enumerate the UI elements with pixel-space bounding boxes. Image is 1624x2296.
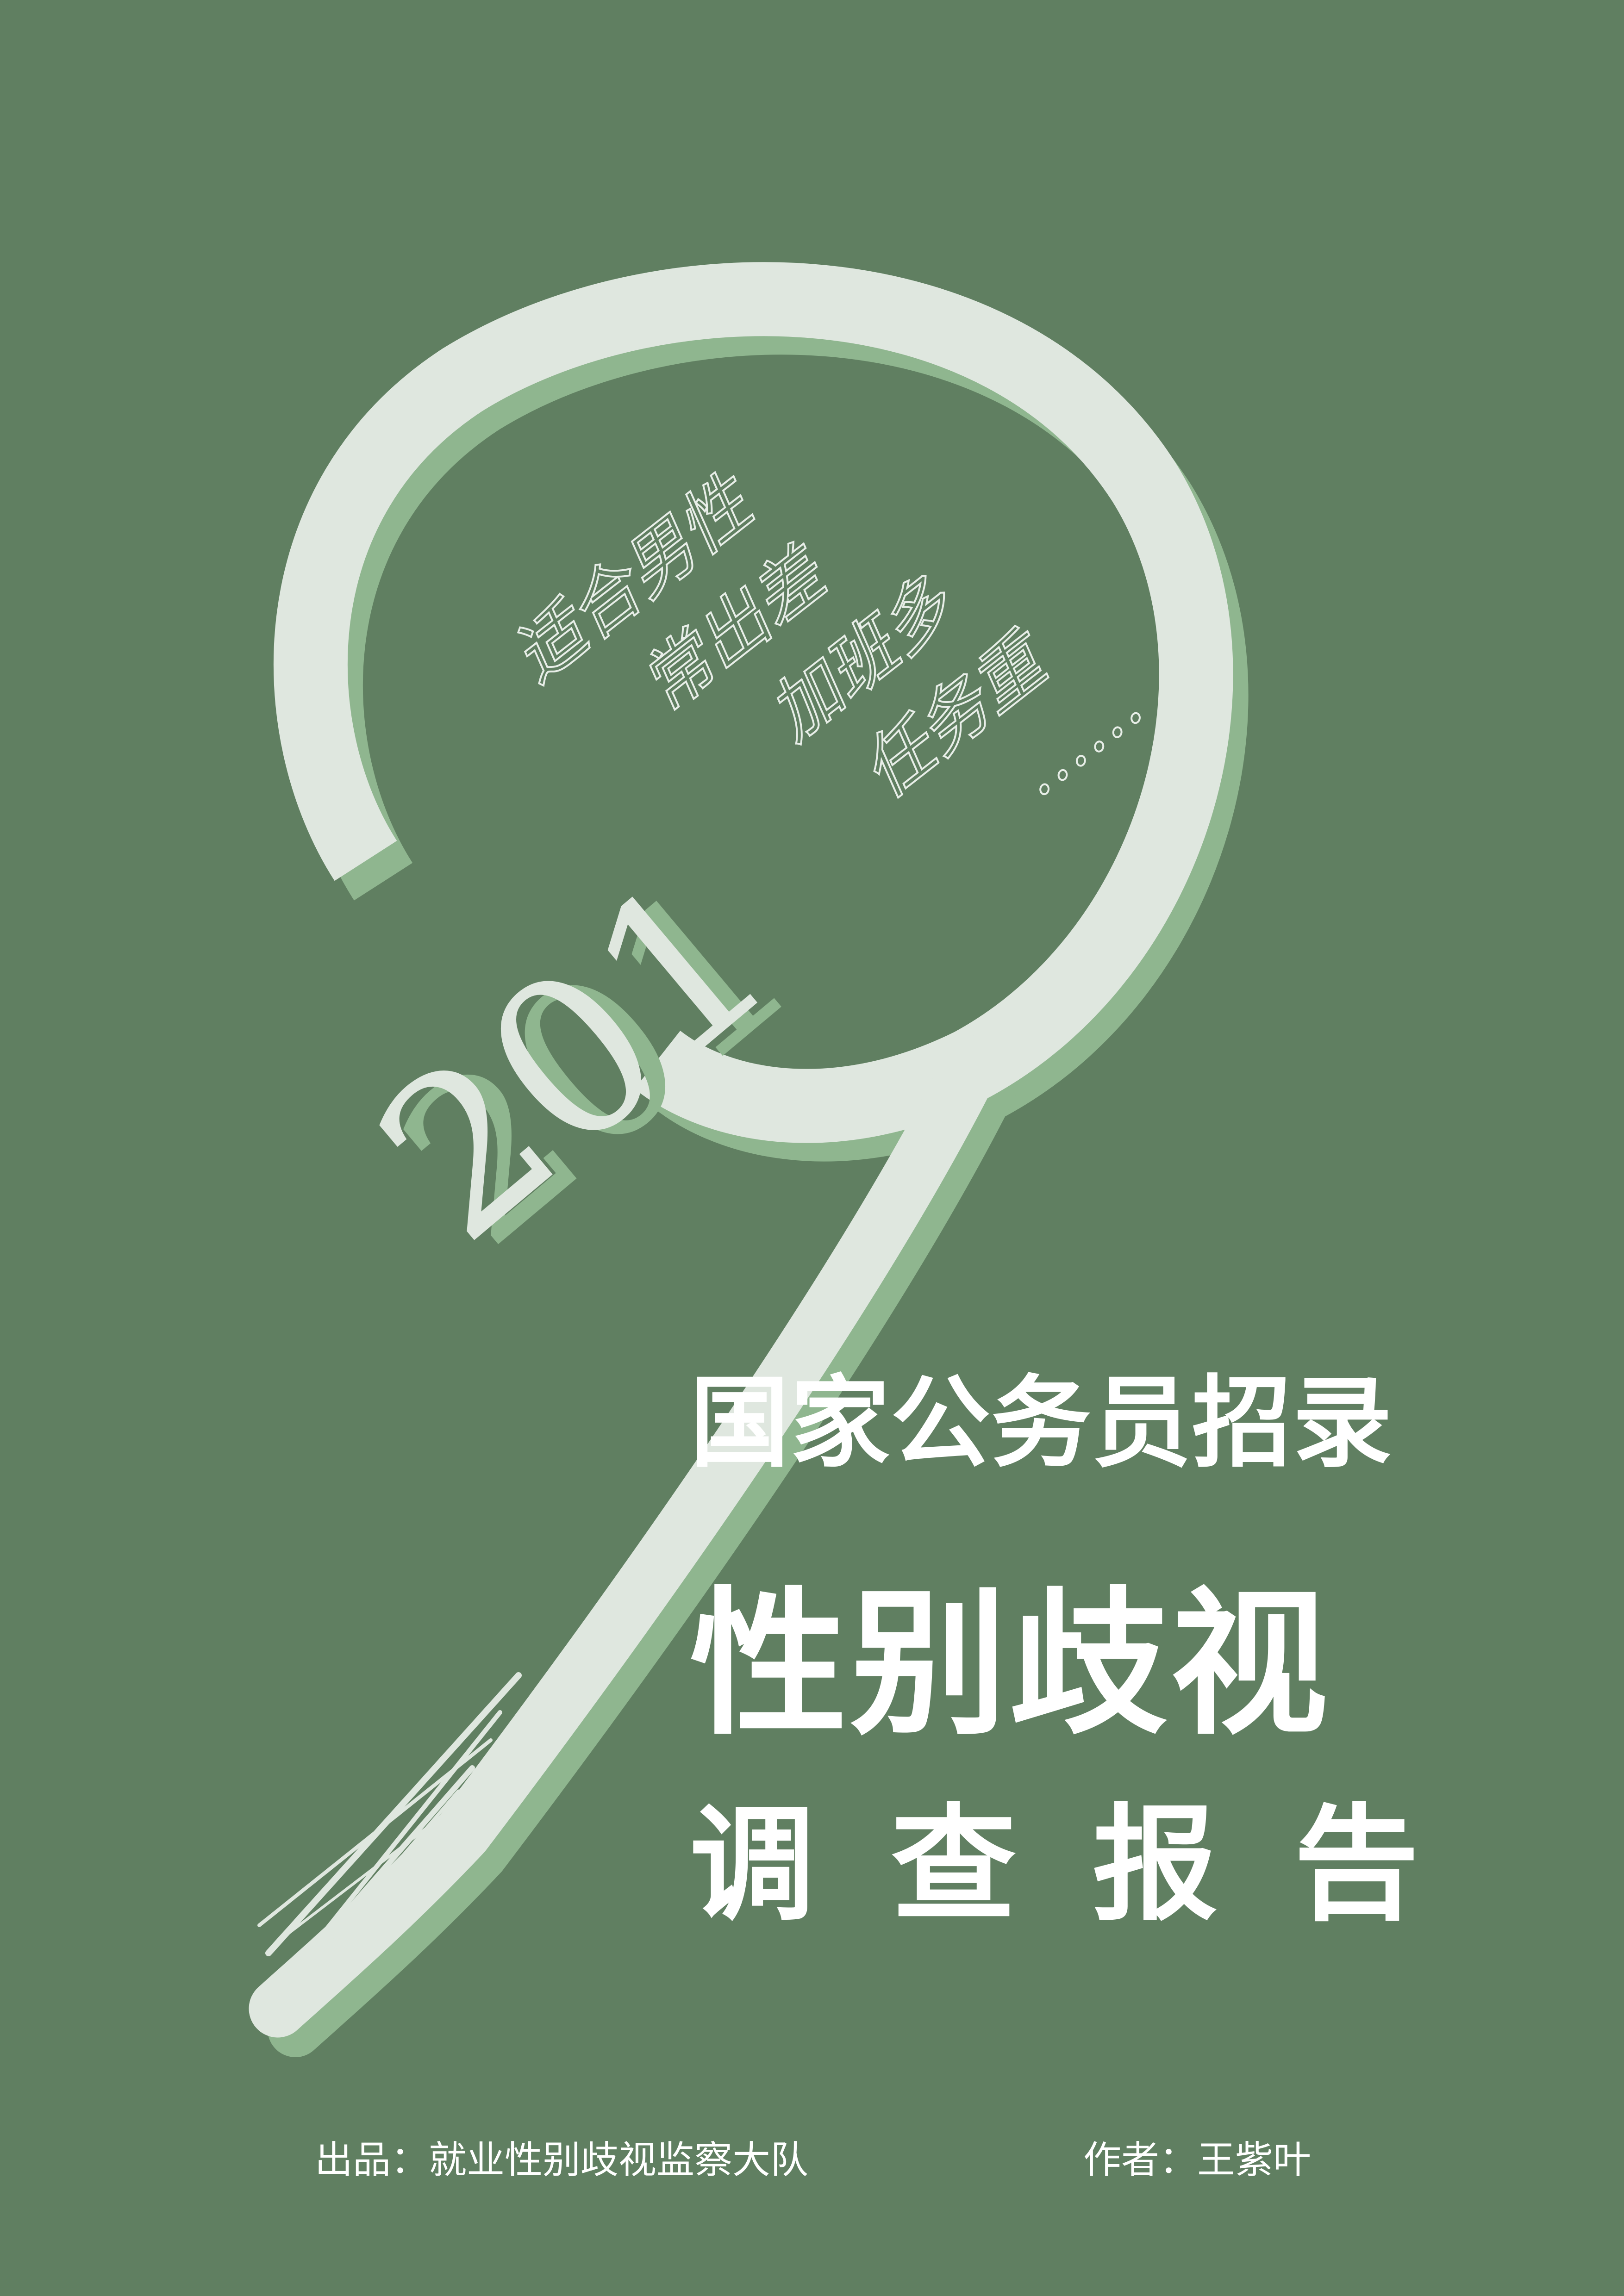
title-line-2: 性别歧视 bbox=[690, 1573, 1330, 1756]
nine-brush-stroke bbox=[249, 262, 1233, 2038]
publisher-credit: 出品：就业性别歧视监察大队 bbox=[315, 2138, 809, 2182]
title-line-3: 调查报告 bbox=[690, 1792, 1495, 1938]
year-digits: 201 201 bbox=[333, 828, 838, 1293]
title-line-1: 国家公务员招录 bbox=[690, 1365, 1393, 1481]
author-credit: 作者：王紫叶 bbox=[1083, 2138, 1312, 2182]
year-digits-text: 201 bbox=[333, 828, 814, 1289]
